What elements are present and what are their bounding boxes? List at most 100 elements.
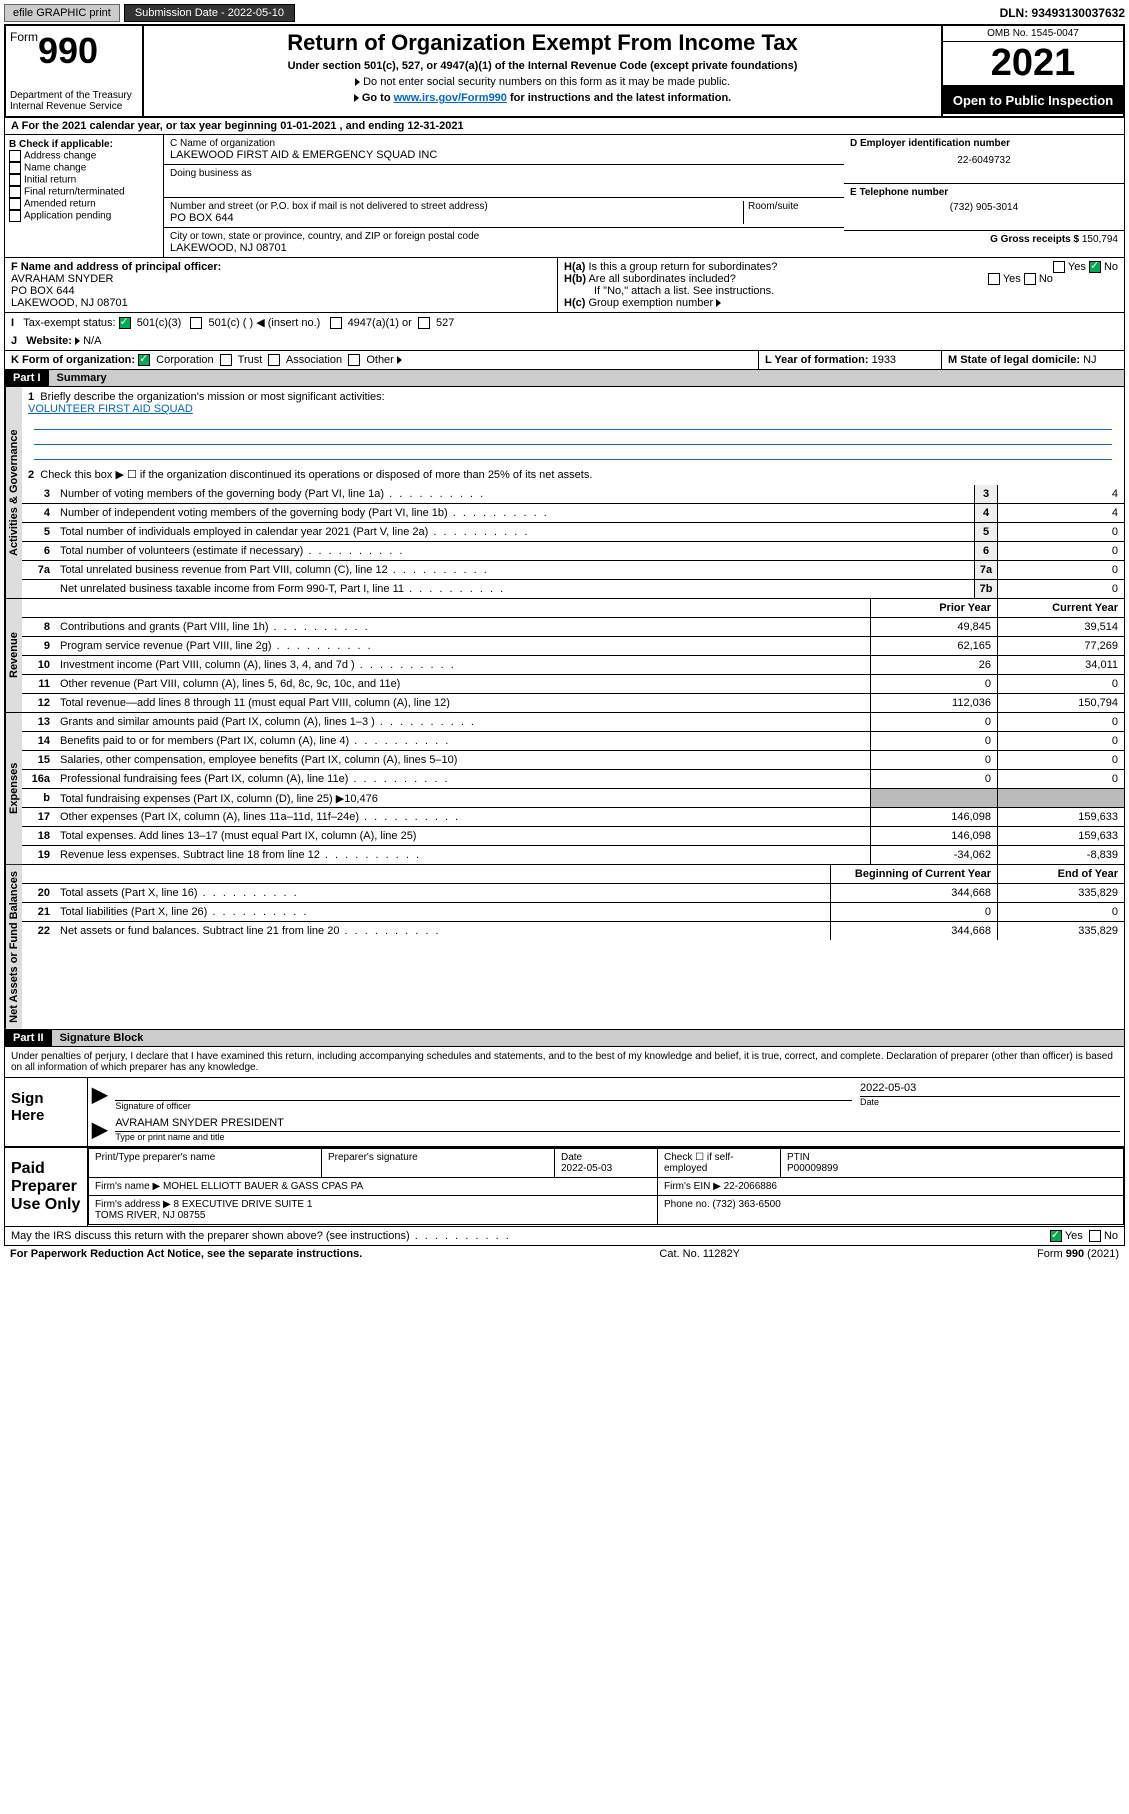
form-version: Form 990 (2021)	[1037, 1248, 1119, 1260]
part-2-label: Part II	[5, 1030, 52, 1046]
line-12: 12Total revenue—add lines 8 through 11 (…	[22, 694, 1124, 712]
k-corp-checkbox[interactable]	[138, 354, 150, 366]
preparer-table: Print/Type preparer's name Preparer's si…	[88, 1148, 1124, 1225]
net-assets-block: Net Assets or Fund Balances Beginning of…	[4, 865, 1125, 1030]
section-f: F Name and address of principal officer:…	[5, 258, 558, 312]
triangle-icon	[355, 78, 360, 86]
line-16a: 16aProfessional fundraising fees (Part I…	[22, 770, 1124, 789]
b-opt-final[interactable]: Final return/terminated	[9, 186, 159, 198]
officer-name-title: AVRAHAM SNYDER PRESIDENT	[115, 1117, 1120, 1129]
line-10: 10Investment income (Part VIII, column (…	[22, 656, 1124, 675]
g-label: G Gross receipts $	[990, 234, 1079, 245]
block-fh: F Name and address of principal officer:…	[4, 258, 1125, 313]
b-opt-amended[interactable]: Amended return	[9, 198, 159, 210]
line-14: 14Benefits paid to or for members (Part …	[22, 732, 1124, 751]
line-8: 8Contributions and grants (Part VIII, li…	[22, 618, 1124, 637]
dln-label: DLN: 93493130037632	[1000, 6, 1125, 20]
room-label: Room/suite	[748, 201, 838, 212]
i-501c-checkbox[interactable]	[190, 317, 202, 329]
tab-net-assets: Net Assets or Fund Balances	[5, 865, 22, 1029]
revenue-header-row: Prior YearCurrent Year	[22, 599, 1124, 618]
omb-number: OMB No. 1545-0047	[943, 26, 1123, 42]
triangle-icon	[75, 337, 80, 345]
line-13: 13Grants and similar amounts paid (Part …	[22, 713, 1124, 732]
line-11: 11Other revenue (Part VIII, column (A), …	[22, 675, 1124, 694]
firm-addr1: 8 EXECUTIVE DRIVE SUITE 1	[174, 1199, 313, 1210]
irs-link[interactable]: www.irs.gov/Form990	[394, 92, 507, 104]
expenses-block: Expenses 13Grants and similar amounts pa…	[4, 713, 1125, 865]
street-value: PO BOX 644	[170, 212, 743, 224]
ha-yes-checkbox[interactable]	[1053, 261, 1065, 273]
phone-value: (732) 905-3014	[850, 202, 1118, 213]
form-note-2: Go to www.irs.gov/Form990 for instructio…	[152, 92, 933, 104]
triangle-icon	[716, 299, 721, 307]
part-2-header: Part II Signature Block	[4, 1030, 1125, 1047]
b-label: B Check if applicable:	[9, 139, 159, 150]
form-note-1: Do not enter social security numbers on …	[152, 76, 933, 88]
b-opt-initial[interactable]: Initial return	[9, 174, 159, 186]
i-527-checkbox[interactable]	[418, 317, 430, 329]
line-7b: Net unrelated business taxable income fr…	[22, 580, 1124, 598]
tab-expenses: Expenses	[5, 713, 22, 864]
b-opt-pending[interactable]: Application pending	[9, 210, 159, 222]
form-title: Return of Organization Exempt From Incom…	[152, 30, 933, 56]
line-16b: bTotal fundraising expenses (Part IX, co…	[22, 789, 1124, 808]
date-label: Date	[860, 1097, 1120, 1107]
gross-receipts: 150,794	[1082, 234, 1118, 245]
line-1: 1 Briefly describe the organization's mi…	[22, 387, 1124, 464]
h-c-row: H(c) Group exemption number	[564, 297, 1118, 309]
form-number: 990	[38, 30, 98, 71]
officer-city: LAKEWOOD, NJ 08701	[11, 297, 551, 309]
ein-value: 22-6049732	[850, 155, 1118, 166]
k-assoc-checkbox[interactable]	[268, 354, 280, 366]
discuss-yes-checkbox[interactable]	[1050, 1230, 1062, 1242]
form-header: Form990 Department of the Treasury Inter…	[4, 24, 1125, 118]
hb-yes-checkbox[interactable]	[988, 273, 1000, 285]
submission-date-button[interactable]: Submission Date - 2022-05-10	[124, 4, 295, 22]
h-a-row: H(a) Is this a group return for subordin…	[564, 261, 1118, 273]
line-a: A For the 2021 calendar year, or tax yea…	[4, 118, 1125, 135]
triangle-icon	[397, 356, 402, 364]
self-employed-cell[interactable]: Check ☐ if self-employed	[658, 1149, 781, 1178]
hb-no-checkbox[interactable]	[1024, 273, 1036, 285]
b-opt-name[interactable]: Name change	[9, 162, 159, 174]
city-label: City or town, state or province, country…	[170, 231, 838, 242]
k-other-checkbox[interactable]	[348, 354, 360, 366]
section-c: C Name of organization LAKEWOOD FIRST AI…	[164, 135, 844, 257]
i-4947-checkbox[interactable]	[330, 317, 342, 329]
line-l: L Year of formation: 1933	[759, 351, 942, 369]
tab-revenue: Revenue	[5, 599, 22, 712]
ha-no-checkbox[interactable]	[1089, 261, 1101, 273]
officer-name: AVRAHAM SNYDER	[11, 273, 551, 285]
h-b-row: H(b) Are all subordinates included? Yes …	[564, 273, 1118, 285]
line-22: 22Net assets or fund balances. Subtract …	[22, 922, 1124, 940]
tab-governance: Activities & Governance	[5, 387, 22, 598]
header-left: Form990 Department of the Treasury Inter…	[6, 26, 144, 116]
f-label: F Name and address of principal officer:	[11, 261, 551, 273]
dba-label: Doing business as	[170, 168, 838, 179]
part-2-title: Signature Block	[52, 1032, 144, 1044]
part-1-title: Summary	[49, 372, 107, 384]
discuss-no-checkbox[interactable]	[1089, 1230, 1101, 1242]
cat-number: Cat. No. 11282Y	[659, 1248, 740, 1260]
mission-text[interactable]: VOLUNTEER FIRST AID SQUAD	[28, 403, 193, 415]
i-501c3-checkbox[interactable]	[119, 317, 131, 329]
line-i: I Tax-exempt status: 501(c)(3) 501(c) ( …	[11, 316, 1118, 329]
firm-addr2: TOMS RIVER, NJ 08755	[95, 1210, 205, 1221]
line-17: 17Other expenses (Part IX, column (A), l…	[22, 808, 1124, 827]
c-name-label: C Name of organization	[170, 138, 838, 149]
part-1-label: Part I	[5, 370, 49, 386]
header-mid: Return of Organization Exempt From Incom…	[144, 26, 941, 116]
line-21: 21Total liabilities (Part X, line 26)00	[22, 903, 1124, 922]
header-right: OMB No. 1545-0047 2021 Open to Public In…	[941, 26, 1123, 116]
k-trust-checkbox[interactable]	[220, 354, 232, 366]
revenue-block: Revenue Prior YearCurrent Year 8Contribu…	[4, 599, 1125, 713]
b-opt-address[interactable]: Address change	[9, 150, 159, 162]
efile-button[interactable]: efile GRAPHIC print	[4, 4, 120, 22]
section-deg: D Employer identification number 22-6049…	[844, 135, 1124, 257]
line-5: 5Total number of individuals employed in…	[22, 523, 1124, 542]
line-m: M State of legal domicile: NJ	[942, 351, 1124, 369]
prep-sig-label: Preparer's signature	[322, 1149, 555, 1178]
line-k: K Form of organization: Corporation Trus…	[5, 351, 759, 369]
line-6: 6Total number of volunteers (estimate if…	[22, 542, 1124, 561]
